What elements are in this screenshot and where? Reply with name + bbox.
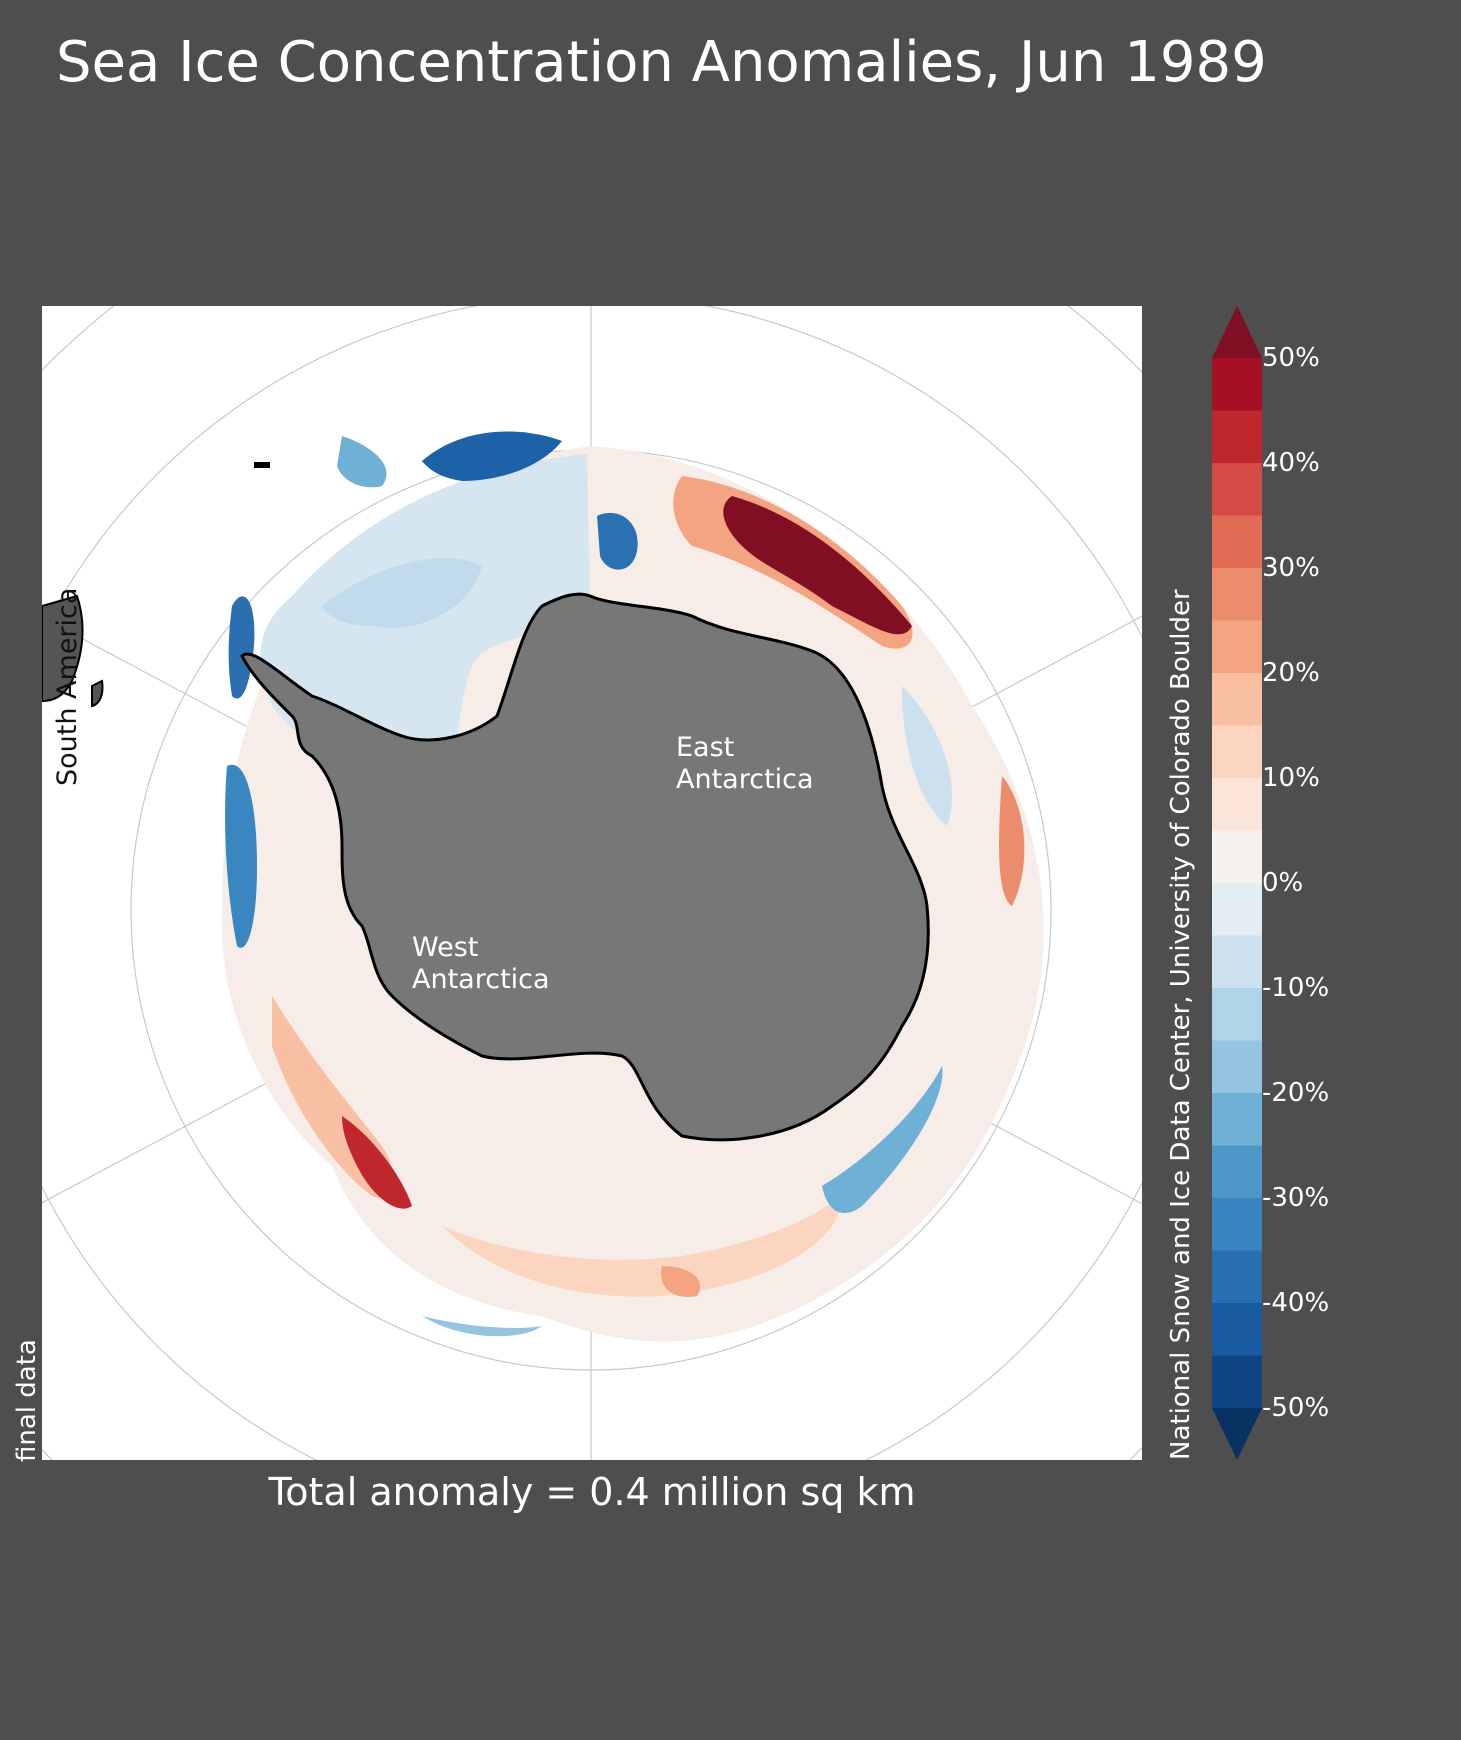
colorbar-segment (1212, 621, 1262, 674)
colorbar-tick-label: 30% (1262, 553, 1320, 583)
colorbar-segment (1212, 673, 1262, 726)
colorbar-segment (1212, 988, 1262, 1041)
credit-text: National Snow and Ice Data Center, Unive… (1166, 589, 1196, 1460)
island-speck (254, 462, 270, 468)
colorbar-segment (1212, 726, 1262, 779)
colorbar-segment (1212, 1093, 1262, 1146)
south-america-label: South America (52, 588, 83, 786)
colorbar-segment (1212, 883, 1262, 936)
colorbar (1212, 306, 1262, 1460)
colorbar-segment (1212, 1251, 1262, 1304)
colorbar-segment (1212, 463, 1262, 516)
west-antarctica-label-line1: West (412, 932, 478, 963)
colorbar-segment (1212, 1356, 1262, 1409)
east-antarctica-label-line2: Antarctica (676, 764, 814, 795)
colorbar-segment (1212, 1198, 1262, 1251)
colorbar-segment (1212, 936, 1262, 989)
colorbar-segment (1212, 831, 1262, 884)
map-panel: South America West Antarctica East Antar… (42, 306, 1142, 1460)
colorbar-tick-label: -20% (1262, 1078, 1329, 1108)
anomaly-patch-negative (337, 436, 386, 487)
colorbar-tick-label: 0% (1262, 868, 1303, 898)
colorbar-tick-label: -50% (1262, 1393, 1329, 1423)
colorbar-tick-label: 10% (1262, 763, 1320, 793)
colorbar-over-arrow (1212, 306, 1262, 358)
colorbar-segment (1212, 778, 1262, 831)
colorbar-under-arrow (1212, 1408, 1262, 1460)
colorbar-tick-label: 20% (1262, 658, 1320, 688)
south-america-landmass (92, 681, 103, 706)
colorbar-segment (1212, 1041, 1262, 1094)
colorbar-tick-label: -10% (1262, 973, 1329, 1003)
polar-stereographic-map: South America West Antarctica East Antar… (42, 306, 1142, 1460)
colorbar-tick-label: 40% (1262, 448, 1320, 478)
colorbar-tick-label: -30% (1262, 1183, 1329, 1213)
colorbar-segment (1212, 358, 1262, 411)
data-status-note: final data (12, 1339, 42, 1462)
colorbar-tick-label: 50% (1262, 343, 1320, 373)
total-anomaly-caption: Total anomaly = 0.4 million sq km (269, 1470, 916, 1514)
colorbar-segment (1212, 516, 1262, 569)
east-antarctica-label-line1: East (676, 732, 734, 763)
anomaly-patch-strong-negative (229, 596, 255, 698)
page-title: Sea Ice Concentration Anomalies, Jun 198… (56, 30, 1267, 95)
anomaly-patch-negative (422, 1316, 542, 1336)
west-antarctica-label-line2: Antarctica (412, 964, 550, 995)
colorbar-segment (1212, 1303, 1262, 1356)
colorbar-segment (1212, 568, 1262, 621)
colorbar-segment (1212, 411, 1262, 464)
colorbar-segment (1212, 1146, 1262, 1199)
colorbar-tick-label: -40% (1262, 1288, 1329, 1318)
